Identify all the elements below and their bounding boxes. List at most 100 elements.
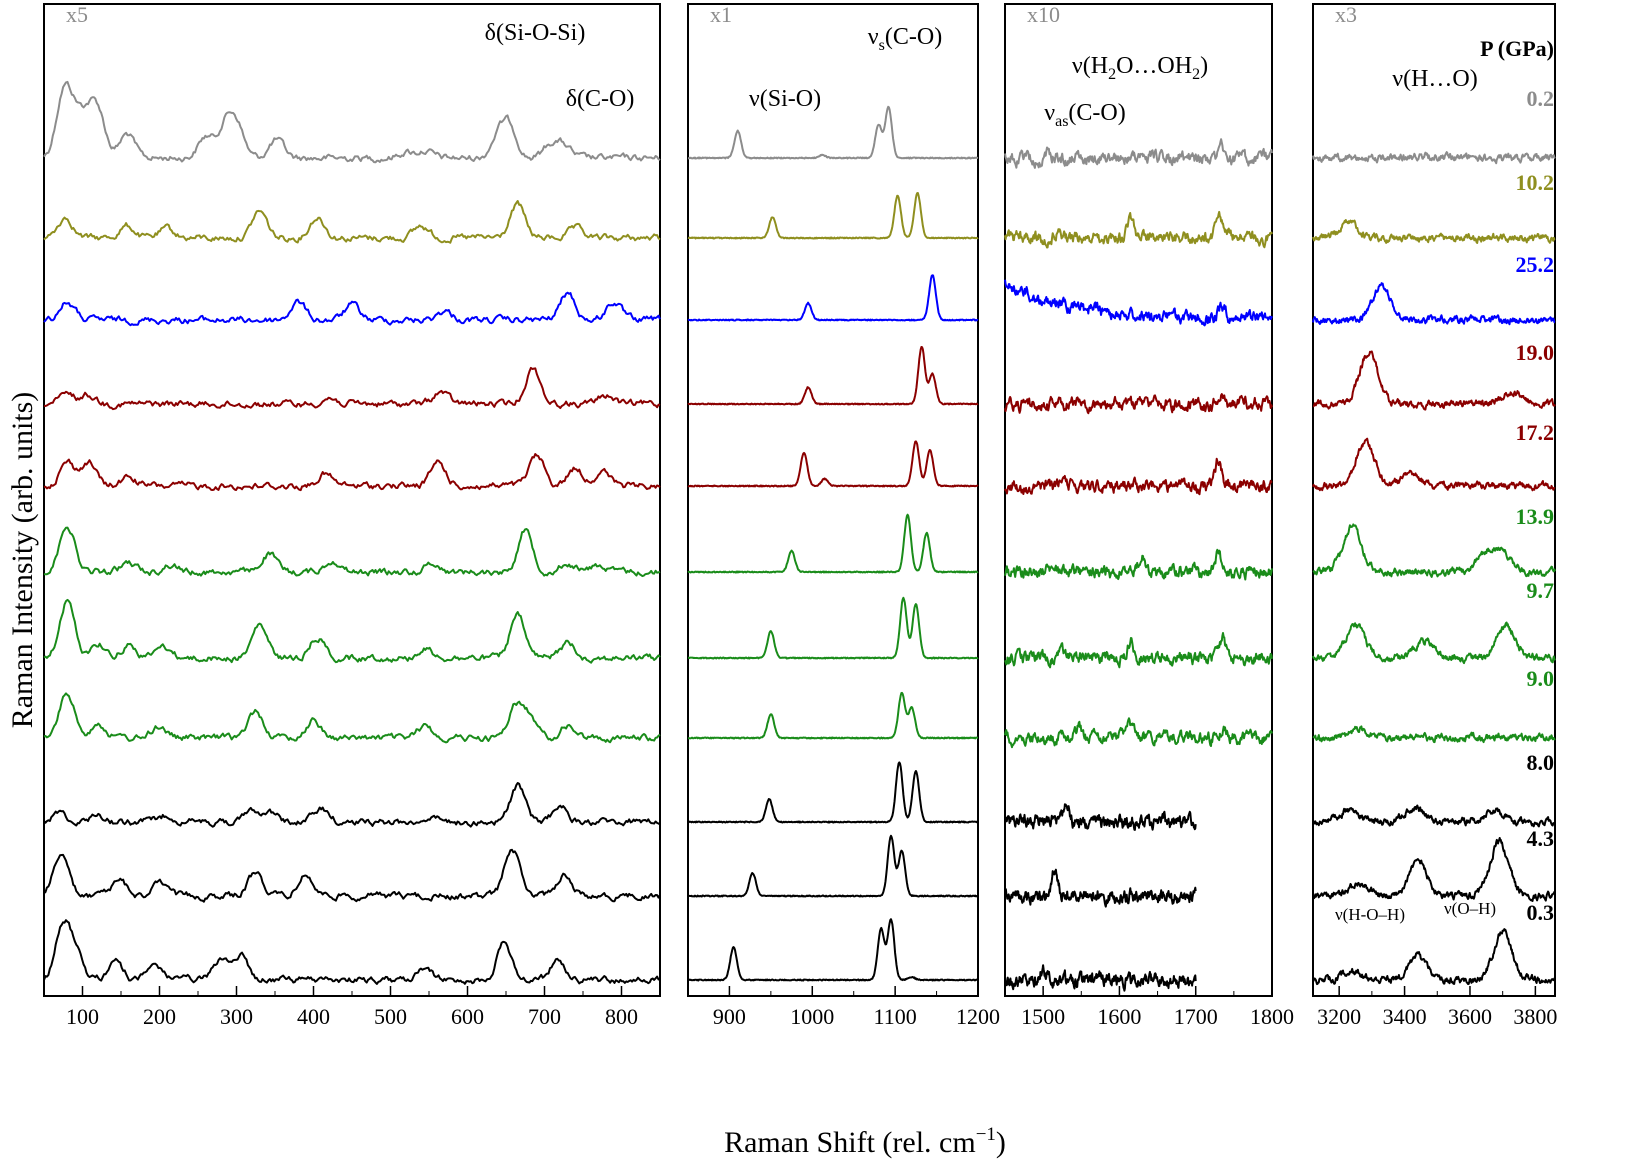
spectrum-0-3 bbox=[1004, 964, 1197, 992]
spectrum-17-2 bbox=[43, 453, 661, 492]
spectrum-9-0 bbox=[43, 692, 661, 744]
spectrum-10-2 bbox=[1312, 219, 1556, 244]
peak-annotation: δ(C-O) bbox=[566, 86, 635, 112]
x-tick-label: 1000 bbox=[790, 1004, 834, 1029]
legend-entry: 13.9 bbox=[1516, 504, 1555, 529]
y-axis-label: Raman Intensity (arb. units) bbox=[6, 392, 39, 729]
peak-annotation: ν(H…O) bbox=[1392, 66, 1478, 92]
panel-p3: 1500 1600 1700 1800 x10 ν(H2O…OH2) νas(C-O) bbox=[1004, 2, 1294, 1029]
panels-layer: 100 200 300 400 500 600 700 800 x5 δ(Si-O-Si) δ(C-… bbox=[43, 2, 1557, 1029]
spectrum-9-0 bbox=[1004, 717, 1273, 749]
spectrum-0-2 bbox=[1004, 138, 1273, 169]
legend-layer: 0.2 10.2 25.2 19.0 17.2 13.9 9.7 9.0 8.0 4.3 0.3 bbox=[1516, 86, 1555, 925]
x-tick-label: 100 bbox=[66, 1004, 99, 1029]
spectrum-19-0 bbox=[1004, 393, 1273, 415]
legend-entry: 17.2 bbox=[1516, 420, 1555, 445]
spectrum-9-7 bbox=[1312, 621, 1556, 665]
x-tick-label: 1500 bbox=[1021, 1004, 1065, 1029]
spectrum-0-3 bbox=[1312, 928, 1556, 986]
x-tick-label: 300 bbox=[220, 1004, 253, 1029]
spectrum-25-2 bbox=[43, 291, 661, 327]
x-axis-label-superscript: −1 bbox=[976, 1124, 996, 1145]
legend-entry: 8.0 bbox=[1527, 750, 1555, 775]
legend-entry: 9.0 bbox=[1527, 666, 1555, 691]
x-tick-label: 3200 bbox=[1317, 1004, 1361, 1029]
peak-annotation: ν(H-O–H) bbox=[1335, 905, 1405, 924]
peak-annotation: ν(Si-O) bbox=[749, 86, 821, 112]
spectrum-17-2 bbox=[1004, 457, 1273, 496]
spectrum-13-9 bbox=[1004, 548, 1273, 581]
x-tick-label: 700 bbox=[528, 1004, 561, 1029]
spectrum-0-2 bbox=[1312, 151, 1556, 165]
spectrum-8-0 bbox=[687, 761, 979, 824]
spectrum-25-2 bbox=[1312, 282, 1556, 326]
spectrum-4-3 bbox=[1004, 868, 1197, 908]
peak-annotation: ν(H2O…OH2) bbox=[1072, 53, 1208, 83]
spectrum-9-7 bbox=[687, 596, 979, 660]
legend-title: P (GPa) bbox=[1480, 36, 1554, 61]
panel-p1: 100 200 300 400 500 600 700 800 x5 δ(Si-O-Si) δ(C-… bbox=[43, 2, 661, 1029]
spectrum-0-3 bbox=[687, 918, 979, 982]
x-tick-label: 1200 bbox=[956, 1004, 1000, 1029]
peak-annotation: νas(C-O) bbox=[1044, 100, 1126, 130]
spectrum-13-9 bbox=[1312, 523, 1556, 578]
peak-annotation: νs(C-O) bbox=[868, 24, 942, 54]
x-tick-label: 200 bbox=[143, 1004, 176, 1029]
spectrum-17-2 bbox=[687, 440, 979, 488]
x-tick-label: 3600 bbox=[1448, 1004, 1492, 1029]
panel-frame bbox=[687, 3, 979, 997]
x-tick-label: 900 bbox=[713, 1004, 746, 1029]
legend-entry: 25.2 bbox=[1516, 252, 1555, 277]
spectrum-10-2 bbox=[1004, 210, 1273, 249]
legend-entry: 9.7 bbox=[1527, 578, 1555, 603]
spectrum-8-0 bbox=[1312, 804, 1556, 828]
spectrum-9-0 bbox=[1312, 725, 1556, 744]
panel-scale-label: x3 bbox=[1335, 2, 1357, 27]
panel-frame bbox=[1004, 3, 1273, 997]
x-tick-label: 1600 bbox=[1097, 1004, 1141, 1029]
spectrum-13-9 bbox=[43, 526, 661, 578]
spectrum-4-3 bbox=[687, 834, 979, 898]
x-tick-label: 800 bbox=[605, 1004, 638, 1029]
spectrum-10-2 bbox=[687, 192, 979, 240]
spectrum-9-7 bbox=[1004, 632, 1273, 669]
spectrum-4-3 bbox=[43, 848, 661, 903]
spectrum-17-2 bbox=[1312, 437, 1556, 492]
spectrum-9-0 bbox=[687, 691, 979, 740]
x-tick-label: 3800 bbox=[1513, 1004, 1557, 1029]
panel-scale-label: x10 bbox=[1027, 2, 1060, 27]
panel-p4: 3200 3400 3600 3800 x3 ν(H…O) ν(H-O–H) ν(O–H) bbox=[1312, 2, 1557, 1029]
panel-p2: 900 1000 1100 1200 x1 ν(Si-O) νs(C-O) bbox=[687, 2, 1000, 1029]
spectrum-19-0 bbox=[1312, 350, 1556, 411]
legend-entry: 4.3 bbox=[1527, 826, 1555, 851]
x-tick-label: 400 bbox=[297, 1004, 330, 1029]
spectrum-9-7 bbox=[43, 598, 661, 664]
x-axis-label-end: ) bbox=[996, 1126, 1006, 1159]
spectrum-4-3 bbox=[1312, 837, 1556, 902]
x-tick-label: 1100 bbox=[874, 1004, 917, 1029]
panel-frame bbox=[43, 3, 661, 997]
spectrum-13-9 bbox=[687, 513, 979, 574]
peak-annotation: ν(O–H) bbox=[1444, 899, 1496, 918]
spectrum-10-2 bbox=[43, 200, 661, 244]
panel-scale-label: x5 bbox=[66, 2, 88, 27]
panel-scale-label: x1 bbox=[710, 2, 732, 27]
spectrum-0-2 bbox=[687, 105, 979, 160]
x-tick-label: 3400 bbox=[1383, 1004, 1427, 1029]
x-tick-label: 600 bbox=[451, 1004, 484, 1029]
spectrum-19-0 bbox=[687, 346, 979, 406]
x-axis-label: Raman Shift (rel. cm−1) bbox=[724, 1124, 1006, 1159]
x-tick-label: 1700 bbox=[1174, 1004, 1218, 1029]
spectrum-19-0 bbox=[43, 366, 661, 411]
spectrum-8-0 bbox=[1004, 803, 1197, 831]
spectrum-0-2 bbox=[43, 80, 661, 164]
peak-annotation: δ(Si-O-Si) bbox=[485, 20, 586, 46]
legend-entry: 0.2 bbox=[1527, 86, 1555, 111]
x-tick-label: 1800 bbox=[1250, 1004, 1294, 1029]
spectrum-25-2 bbox=[1004, 279, 1273, 327]
spectrum-8-0 bbox=[43, 782, 661, 828]
panel-frame bbox=[1312, 3, 1556, 997]
legend-entry: 10.2 bbox=[1516, 170, 1555, 195]
